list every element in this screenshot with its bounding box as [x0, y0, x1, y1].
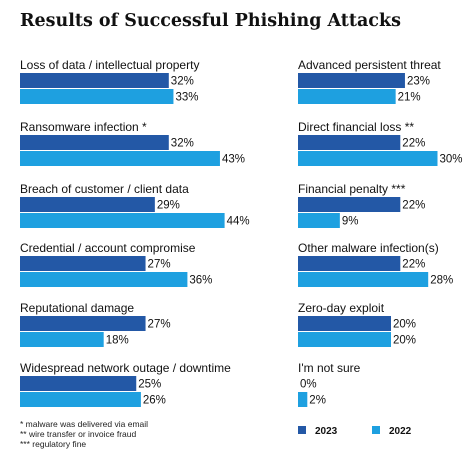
bar-2023	[20, 197, 155, 212]
value-label: 22%	[402, 200, 425, 212]
bar-2022	[20, 151, 220, 166]
value-label: 44%	[227, 216, 250, 228]
category-group: Advanced persistent threat 23% 21%	[298, 58, 441, 104]
category-group: Ransomware infection * 32% 43%	[20, 120, 245, 166]
category-group: Other malware infection(s) 22% 28%	[298, 241, 453, 287]
value-label: 20%	[393, 319, 416, 331]
value-label: 43%	[222, 154, 245, 166]
value-label: 27%	[148, 319, 171, 331]
value-label: 26%	[143, 395, 166, 407]
bar-2022	[20, 272, 188, 287]
bar-2023	[298, 73, 405, 88]
category-group: Loss of data / intellectual property 32% 3…	[20, 58, 199, 104]
value-label: 32%	[171, 138, 194, 150]
bar-2022	[298, 151, 438, 166]
category-label: Other malware infection(s)	[298, 241, 439, 255]
value-label: 30%	[440, 154, 463, 166]
footnote: * malware was delivered via email	[20, 419, 148, 429]
bar-2022	[298, 392, 308, 407]
value-label: 27%	[148, 259, 171, 271]
category-label: Advanced persistent threat	[298, 58, 441, 72]
category-label: Credential / account compromise	[20, 241, 196, 255]
category-label: Breach of customer / client data	[20, 182, 189, 196]
bar-2022	[298, 332, 391, 347]
category-label: I'm not sure	[298, 361, 361, 375]
bar-2022	[298, 213, 340, 228]
legend-swatch-2022	[372, 426, 380, 434]
category-label: Financial penalty ***	[298, 182, 406, 196]
value-label: 9%	[342, 216, 359, 228]
legend: 2023 2022	[298, 426, 412, 437]
bar-2022	[298, 272, 429, 287]
bar-2023	[20, 376, 137, 391]
category-group: I'm not sure 0% 2%	[298, 361, 361, 407]
bar-2022	[20, 213, 225, 228]
legend-swatch-2023	[298, 426, 306, 434]
bar-2022	[20, 89, 174, 104]
bar-2023	[298, 135, 401, 150]
category-group: Reputational damage 27% 18%	[20, 301, 171, 347]
value-label: 2%	[309, 395, 326, 407]
footnotes: * malware was delivered via email** wire…	[20, 419, 148, 449]
bar-2023	[20, 316, 146, 331]
value-label: 29%	[157, 200, 180, 212]
category-group: Direct financial loss ** 22% 30%	[298, 120, 463, 166]
category-label: Ransomware infection *	[20, 120, 147, 134]
footnote: ** wire transfer or invoice fraud	[20, 429, 136, 439]
value-label: 18%	[106, 335, 129, 347]
category-group: Widespread network outage / downtime 25% 2…	[20, 361, 231, 407]
value-label: 28%	[430, 275, 453, 287]
bar-2023	[20, 135, 169, 150]
value-label: 33%	[175, 92, 198, 104]
bar-2022	[298, 89, 396, 104]
value-label: 20%	[393, 335, 416, 347]
chart-title: Results of Successful Phishing Attacks	[20, 11, 401, 31]
bar-2023	[298, 316, 391, 331]
value-label: 36%	[189, 275, 212, 287]
bar-2023	[298, 256, 401, 271]
category-label: Loss of data / intellectual property	[20, 58, 199, 72]
category-group: Zero-day exploit 20% 20%	[298, 301, 416, 347]
bar-2022	[20, 332, 104, 347]
value-label: 22%	[402, 138, 425, 150]
legend-label: 2023	[315, 426, 338, 437]
category-group: Breach of customer / client data 29% 44%	[20, 182, 250, 228]
category-label: Reputational damage	[20, 301, 134, 315]
legend-label: 2022	[389, 426, 412, 437]
value-label: 23%	[407, 76, 430, 88]
category-label: Direct financial loss **	[298, 120, 414, 134]
bar-groups: Loss of data / intellectual property 32% 3…	[20, 58, 463, 407]
category-label: Zero-day exploit	[298, 301, 385, 315]
bar-2023	[298, 197, 401, 212]
value-label: 21%	[398, 92, 421, 104]
footnote: *** regulatory fine	[20, 439, 86, 449]
bar-2023	[20, 73, 169, 88]
value-label: 0%	[300, 379, 317, 391]
value-label: 32%	[171, 76, 194, 88]
category-label: Widespread network outage / downtime	[20, 361, 231, 375]
category-group: Financial penalty *** 22% 9%	[298, 182, 425, 228]
bar-2022	[20, 392, 141, 407]
value-label: 25%	[138, 379, 161, 391]
value-label: 22%	[402, 259, 425, 271]
bar-2023	[20, 256, 146, 271]
category-group: Credential / account compromise 27% 36%	[20, 241, 212, 287]
